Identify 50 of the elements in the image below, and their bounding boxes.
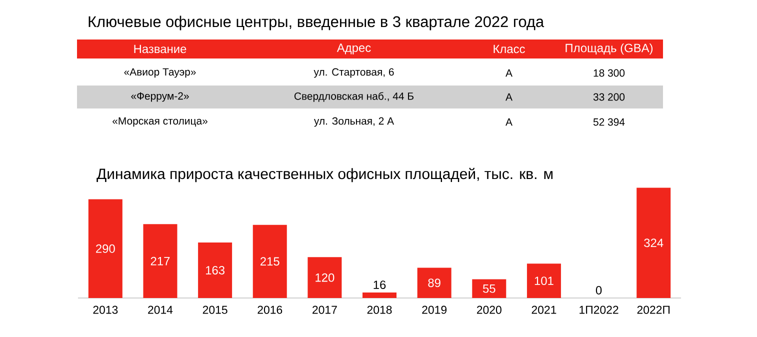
x-tick-label: 2018 (367, 306, 392, 314)
x-tick-label: 2021 (532, 306, 556, 314)
x-tick-label: 1П2022 (580, 306, 618, 314)
text: «Авиор Тауэр» (124, 68, 196, 78)
bar (143, 224, 178, 298)
data-label: 324 (644, 238, 664, 248)
bar (252, 224, 287, 298)
text: Название (134, 44, 186, 54)
text: Свердловская наб., 44 Б (294, 92, 414, 102)
x-tick-label: 2013 (93, 306, 118, 314)
text: «Морская столица» (112, 117, 208, 127)
x-tick-label: 2020 (476, 306, 502, 314)
text: Адрес (336, 44, 371, 54)
text: А (506, 69, 512, 77)
text: ул. Зольная, 2 А (314, 117, 394, 127)
data-label: 55 (482, 284, 496, 293)
bar (88, 199, 122, 298)
data-label: 89 (428, 278, 440, 288)
text: Площадь (GBA) (566, 43, 653, 55)
data-label: 217 (150, 256, 170, 266)
text: ул. Стартовая, 6 (314, 68, 394, 78)
x-tick-label: 2016 (258, 306, 282, 314)
bar (362, 292, 397, 298)
text: Класс (494, 44, 525, 54)
x-tick-label: 2017 (312, 306, 337, 314)
x-tick-label: 2014 (148, 306, 173, 314)
bar (526, 264, 561, 298)
x-tick-label: 2015 (202, 306, 228, 314)
x-tick-label: 2019 (422, 306, 447, 314)
data-label: 120 (316, 273, 334, 282)
text: А (506, 118, 512, 126)
data-label: 215 (260, 257, 280, 266)
data-label: 0 (596, 286, 602, 294)
bar (417, 268, 452, 298)
text: А (506, 93, 512, 101)
data-label: 290 (96, 244, 115, 253)
x-tick-label: 2022П (637, 306, 670, 314)
text: 18 300 (594, 69, 625, 77)
text: Ключевые офисные центры, введенные в 3 квартале 2022 года (88, 16, 544, 30)
chart-title: Динамика прироста качественных офисных площадей, тыс. кв. м (96, 168, 552, 182)
text: «Феррум-2» (131, 92, 189, 102)
data-label: 16 (374, 280, 386, 290)
data-label: 163 (206, 266, 224, 274)
text: 33 200 (593, 93, 625, 101)
bar (198, 242, 232, 298)
bar (472, 279, 506, 298)
bar (308, 257, 342, 298)
bar (636, 188, 671, 298)
data-label: 101 (534, 276, 554, 286)
text: 52 394 (593, 118, 625, 126)
